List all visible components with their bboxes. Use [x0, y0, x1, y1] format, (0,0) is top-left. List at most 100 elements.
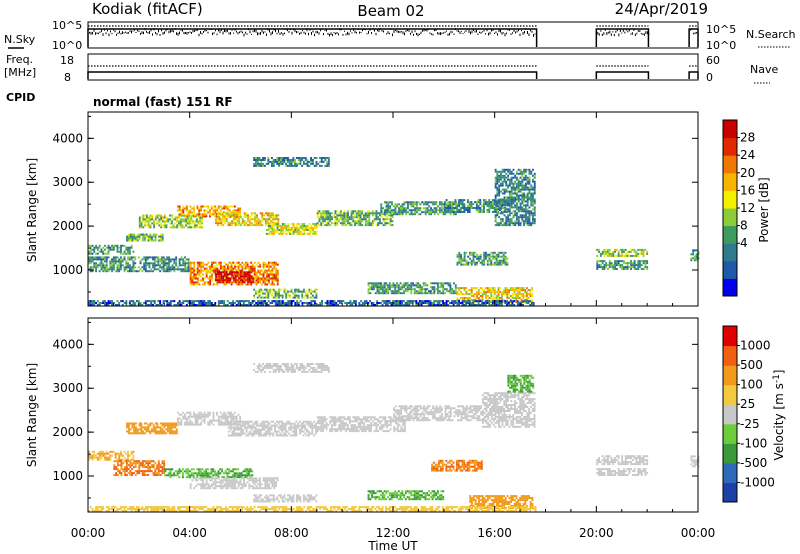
range-cell: [105, 304, 108, 306]
range-cell: [260, 273, 263, 276]
range-cell: [524, 212, 527, 215]
range-cell: [449, 213, 452, 216]
range-cell: [361, 224, 364, 227]
range-cell: [239, 209, 242, 212]
range-cell: [131, 472, 134, 475]
range-cell: [506, 302, 508, 304]
range-cell: [160, 226, 163, 229]
range-cell: [403, 203, 406, 206]
range-cell: [378, 290, 381, 293]
range-cell: [517, 196, 520, 199]
range-cell: [442, 300, 444, 303]
range-cell: [124, 472, 126, 475]
range-cell: [98, 246, 101, 249]
range-cell: [230, 302, 233, 304]
range-cell: [248, 302, 250, 304]
range-cell: [376, 292, 379, 295]
range-cell: [521, 202, 524, 205]
range-cell: [248, 265, 251, 268]
range-cell: [443, 205, 446, 207]
range-cell: [493, 201, 496, 204]
range-cell: [438, 286, 441, 289]
range-cell: [250, 222, 253, 225]
range-cell: [502, 293, 505, 296]
range-cell: [496, 222, 499, 225]
range-cell: [231, 273, 233, 276]
range-cell: [259, 279, 261, 282]
range-cell: [288, 164, 291, 167]
range-cell: [492, 253, 494, 256]
range-cell: [125, 452, 128, 455]
range-cell: [505, 176, 508, 179]
range-cell: [163, 216, 166, 219]
range-cell: [256, 162, 259, 165]
range-cell: [454, 292, 457, 295]
range-cell: [385, 300, 387, 303]
range-cell: [370, 222, 372, 225]
range-cell: [285, 157, 288, 159]
range-cell: [254, 218, 257, 221]
range-cell: [281, 232, 284, 235]
range-cell: [421, 292, 423, 295]
range-cell: [624, 248, 627, 251]
range-cell: [258, 304, 261, 306]
range-cell: [145, 462, 148, 465]
range-cell: [255, 263, 258, 266]
range-cell: [281, 230, 284, 233]
range-cell: [327, 210, 330, 213]
range-cell: [496, 202, 499, 205]
range-cell: [336, 218, 339, 221]
range-cell: [458, 255, 461, 258]
range-cell: [503, 188, 506, 191]
nsky-sample: [399, 30, 401, 34]
range-cell: [95, 268, 97, 271]
range-cell: [642, 252, 645, 255]
range-cell: [134, 262, 137, 265]
range-cell: [219, 300, 222, 303]
range-cell: [460, 253, 462, 256]
range-cell: [385, 288, 388, 291]
range-cell: [474, 261, 477, 264]
range-cell: [111, 304, 113, 306]
range-cell: [343, 214, 346, 217]
range-cell: [100, 454, 103, 457]
range-cell: [191, 269, 194, 272]
range-cell: [521, 200, 524, 203]
range-cell: [368, 220, 371, 223]
range-cell: [299, 227, 302, 229]
range-cell: [411, 300, 414, 303]
range-cell: [507, 302, 510, 304]
range-cell: [287, 229, 290, 231]
range-cell: [162, 220, 164, 223]
range-cell: [517, 184, 520, 187]
range-cell: [113, 460, 116, 463]
range-cell: [392, 290, 395, 293]
range-cell: [189, 273, 192, 276]
range-cell: [278, 302, 281, 304]
range-cell: [630, 254, 632, 257]
range-cell: [188, 226, 191, 229]
range-cell: [127, 248, 129, 251]
range-cell: [383, 213, 386, 216]
range-cell: [201, 205, 204, 208]
range-cell: [497, 199, 500, 202]
range-cell: [160, 304, 163, 306]
range-cell: [117, 470, 119, 473]
range-cell: [292, 292, 295, 295]
range-cell: [295, 294, 298, 297]
range-cell: [222, 214, 225, 217]
range-cell: [178, 207, 181, 210]
range-cell: [262, 159, 264, 161]
range-cell: [524, 222, 527, 225]
range-cell: [230, 215, 233, 218]
range-cell: [508, 202, 511, 205]
range-cell: [459, 302, 462, 304]
range-cell: [461, 207, 464, 209]
nsky-sample: [401, 31, 402, 33]
range-cell: [215, 279, 217, 282]
range-cell: [357, 212, 360, 215]
range-cell: [327, 216, 330, 219]
range-cell: [214, 265, 217, 268]
range-cell: [193, 304, 195, 306]
range-cell: [623, 254, 625, 257]
